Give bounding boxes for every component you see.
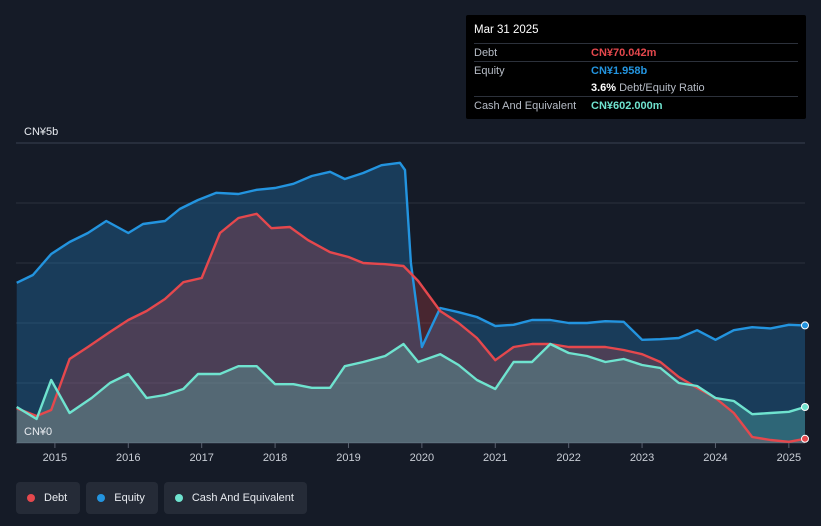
legend-item-cash[interactable]: Cash And Equivalent [163,482,307,514]
equity-line [16,161,806,349]
cash-and-equivalent-area [16,344,805,443]
x-tick-label: 2023 [630,452,654,464]
tooltip-value: 3.6% [591,82,617,94]
tooltip-value: CN¥1.958b [591,65,648,77]
tooltip-value: CN¥70.042m [591,47,657,59]
x-tick-label: 2021 [483,452,507,464]
x-tick-label: 2022 [556,452,580,464]
tooltip-row-debt: Debt CN¥70.042m [474,43,798,61]
cash-and-equivalent-line [16,342,806,421]
series-lines [16,161,806,443]
legend-label: Cash And Equivalent [191,492,294,504]
legend-dot-icon [27,494,35,502]
legend-item-debt[interactable]: Debt [16,482,81,514]
tooltip: Mar 31 2025 Debt CN¥70.042m Equity CN¥1.… [466,15,806,119]
equity-end-dot [801,321,809,330]
tooltip-row-equity: Equity CN¥1.958b [474,61,798,79]
series-end-markers [801,321,809,443]
tooltip-sub: Debt/Equity Ratio [619,82,705,94]
debt-line [16,212,806,443]
cash-and-equivalent-end-dot [801,403,809,411]
legend-label: Debt [44,492,68,504]
x-tick-label: 2017 [189,452,213,464]
tooltip-row-ratio: 3.6% Debt/Equity Ratio [474,79,798,96]
tooltip-label: Cash And Equivalent [474,100,577,112]
legend: Debt Equity Cash And Equivalent [16,482,307,514]
x-tick-label: 2024 [703,452,727,464]
legend-dot-icon [97,494,106,502]
legend-label: Equity [114,492,145,504]
x-tick-label: 2015 [43,452,67,464]
debt-end-dot [801,434,809,443]
legend-dot-icon [174,494,183,502]
x-tick-label: 2019 [336,452,360,464]
y-axis: CN¥5b CN¥0 [24,126,58,438]
tooltip-label: Equity [474,65,505,77]
tooltip-label: Debt [474,47,498,59]
tooltip-value: CN¥602.000m [591,100,663,112]
tooltip-row-cash: Cash And Equivalent CN¥602.000m [474,96,798,114]
y-tick-label: CN¥5b [24,126,58,138]
legend-item-equity[interactable]: Equity [86,482,158,514]
x-tick-label: 2020 [410,452,434,464]
series-areas [16,162,805,444]
debt-area [16,213,805,443]
x-tick-label: 2025 [777,452,801,464]
y-tick-label: CN¥0 [24,426,52,438]
x-axis: 2015 2016 2017 2018 2019 2020 2021 2022 2023 2024… [43,443,801,464]
x-tick-label: 2018 [263,452,287,464]
x-tick-label: 2016 [116,452,140,464]
tooltip-label [474,80,591,96]
tooltip-date: Mar 31 2025 [474,24,539,36]
